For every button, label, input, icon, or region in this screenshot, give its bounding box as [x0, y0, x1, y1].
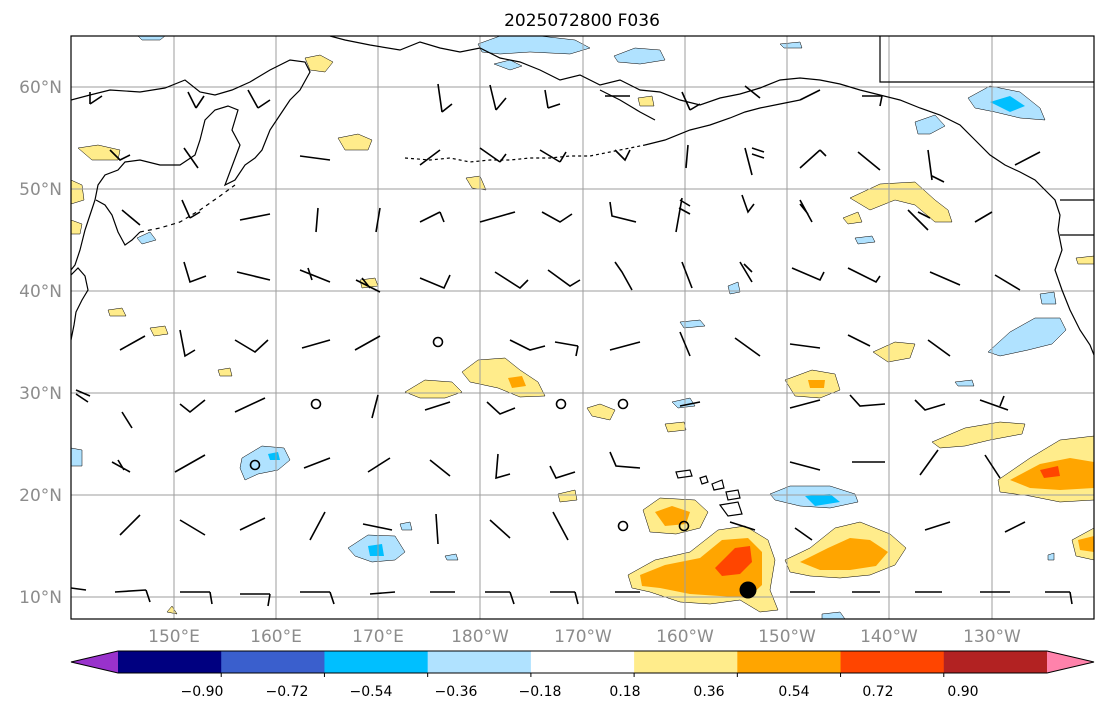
negative-anomaly-regions [71, 36, 1067, 619]
colorbar-segment [427, 651, 532, 673]
storm-center-marker [739, 581, 757, 599]
colorbar-outline [70, 650, 1095, 674]
colorbar-tick: 0.36 [693, 684, 724, 700]
colorbar-over-arrow [1047, 651, 1094, 673]
lon-label: 180°W [451, 627, 509, 647]
colorbar-segment [737, 651, 842, 673]
graticule [71, 36, 1094, 619]
lat-label: 10°N [19, 588, 62, 608]
lat-label: 30°N [19, 384, 62, 404]
colorbar-tick: 0.18 [609, 684, 640, 700]
lon-label: 170°E [352, 627, 404, 647]
calm-wind-circles [249, 336, 690, 532]
colorbar-segment [530, 651, 635, 673]
colorbar-tick: −0.54 [350, 684, 393, 700]
colorbar-segment [943, 651, 1048, 673]
colorbar-tick: −0.72 [266, 684, 309, 700]
lon-label: 140°W [860, 627, 918, 647]
lat-label: 20°N [19, 486, 62, 506]
colorbar-tick: 0.90 [947, 684, 978, 700]
lat-label: 60°N [19, 78, 62, 98]
lat-label: 40°N [19, 282, 62, 302]
coastlines [71, 36, 1094, 517]
colorbar-segment [634, 651, 738, 673]
latitude-labels: 60°N 50°N 40°N 30°N 20°N 10°N [19, 78, 62, 608]
colorbar-tick: −0.90 [181, 684, 224, 700]
lat-label: 50°N [19, 180, 62, 200]
colorbar-tick: −0.18 [519, 684, 562, 700]
lon-label: 150°E [148, 627, 200, 647]
lon-label: 160°W [656, 627, 714, 647]
lon-label: 150°W [758, 627, 816, 647]
colorbar-tick: −0.36 [435, 684, 478, 700]
wind-barbs [71, 83, 1073, 607]
colorbar-segment [324, 651, 429, 673]
map-area [71, 36, 1094, 619]
lon-label: 130°W [963, 627, 1021, 647]
chart-title: 2025072800 F036 [504, 11, 660, 31]
lon-label: 170°W [554, 627, 612, 647]
colorbar-tick: 0.54 [778, 684, 809, 700]
positive-anomaly-regions [71, 54, 1094, 615]
colorbar-under-arrow [71, 651, 118, 673]
colorbar-segment [840, 651, 945, 673]
map-frame [70, 35, 1095, 620]
colorbar [70, 650, 1095, 677]
colorbar-segment [221, 651, 325, 673]
colorbar-tick: 0.72 [862, 684, 893, 700]
colorbar-segment [118, 651, 222, 673]
colorbar-tick-labels: −0.90 −0.72 −0.54 −0.36 −0.18 0.18 0.36 … [181, 684, 979, 700]
lon-label: 160°E [250, 627, 302, 647]
longitude-labels: 150°E 160°E 170°E 180°W 170°W 160°W 150°… [148, 627, 1021, 647]
